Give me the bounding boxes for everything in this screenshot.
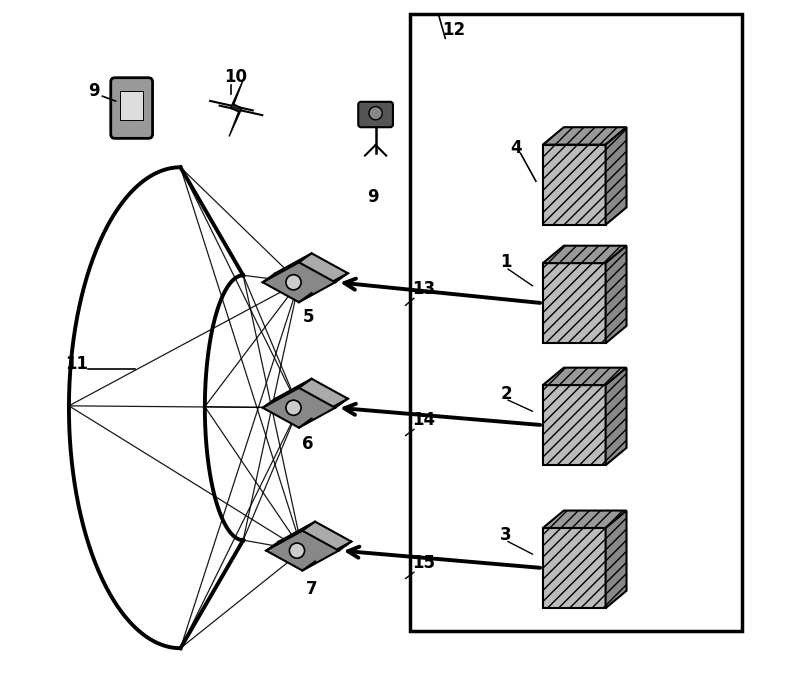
Circle shape (290, 543, 305, 558)
Polygon shape (606, 128, 626, 225)
Text: 4: 4 (510, 139, 522, 158)
Polygon shape (606, 368, 626, 466)
Polygon shape (543, 263, 606, 344)
Circle shape (369, 107, 382, 120)
Text: 6: 6 (302, 435, 314, 453)
Polygon shape (262, 262, 335, 302)
Polygon shape (543, 368, 626, 385)
Polygon shape (262, 388, 335, 428)
Polygon shape (606, 246, 626, 344)
Polygon shape (279, 521, 351, 562)
Text: 3: 3 (500, 526, 512, 544)
Polygon shape (229, 79, 243, 137)
Circle shape (286, 400, 301, 415)
Text: 7: 7 (306, 580, 318, 598)
Circle shape (286, 275, 301, 290)
Text: 9: 9 (89, 82, 100, 100)
Polygon shape (543, 510, 626, 528)
Polygon shape (543, 128, 626, 145)
Text: 11: 11 (66, 355, 89, 374)
Polygon shape (120, 91, 143, 120)
Text: 5: 5 (302, 308, 314, 326)
Polygon shape (543, 385, 606, 466)
FancyBboxPatch shape (358, 102, 393, 128)
Text: 10: 10 (224, 68, 247, 86)
Polygon shape (275, 378, 348, 419)
Text: 12: 12 (442, 21, 465, 39)
Text: 1: 1 (500, 253, 512, 271)
Text: 13: 13 (413, 280, 436, 298)
Text: 15: 15 (413, 554, 435, 572)
Polygon shape (266, 530, 338, 571)
Text: 14: 14 (413, 411, 436, 429)
Polygon shape (543, 528, 606, 608)
Text: 9: 9 (367, 188, 379, 206)
Polygon shape (543, 145, 606, 225)
FancyBboxPatch shape (110, 78, 153, 139)
Text: 2: 2 (500, 385, 512, 403)
Polygon shape (606, 510, 626, 608)
Polygon shape (275, 253, 348, 293)
Polygon shape (543, 246, 626, 263)
